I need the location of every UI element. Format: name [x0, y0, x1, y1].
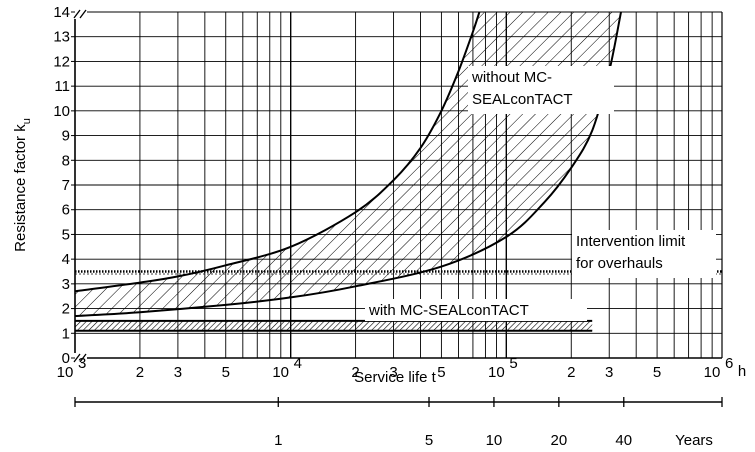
axes: without MC-SEALconTACT with MC-SEALconTAC…	[53, 4, 733, 381]
years-tick-label: 20	[551, 432, 568, 449]
y-tick-label: 1	[62, 325, 70, 342]
x-tick-label: 3	[605, 364, 613, 381]
x-tick-label: 2	[351, 364, 359, 381]
y-tick-label: 12	[53, 53, 70, 70]
x-axis-label: Service life t	[354, 369, 437, 386]
x-tick-exponent: 3	[78, 355, 86, 372]
bands	[75, 12, 622, 332]
intervention-limit-label-bg	[572, 230, 716, 278]
x-tick-label: 5	[222, 364, 230, 381]
band-label-with: with MC-SEALconTACT	[368, 302, 529, 319]
x-tick-label: 2	[567, 364, 575, 381]
x-tick-label: 10	[488, 364, 505, 381]
x-tick-exponent: 5	[509, 355, 517, 372]
y-tick-label: 14	[53, 4, 70, 21]
y-axis-label: Resistance factor ku	[12, 118, 33, 252]
y-tick-label: 6	[62, 202, 70, 219]
band-area	[75, 320, 593, 331]
y-tick-label: 2	[62, 301, 70, 318]
x-tick-exponent: 4	[294, 355, 302, 372]
y-tick-label: 8	[62, 152, 70, 169]
years-tick-label: 40	[615, 432, 632, 449]
y-tick-label: 3	[62, 276, 70, 293]
x-unit-label: h	[738, 363, 746, 380]
x-tick-label: 10	[272, 364, 289, 381]
band-label-without-bg	[468, 66, 614, 114]
years-tick-label: 5	[425, 432, 433, 449]
x-tick-label: 3	[389, 364, 397, 381]
intervention-limit-label: Intervention limit for overhauls	[576, 233, 686, 272]
years-tick-label: 1	[274, 432, 282, 449]
y-tick-label: 11	[54, 78, 70, 95]
band-lower-line	[75, 12, 622, 317]
years-unit-label: Years	[675, 432, 713, 449]
y-tick-label: 9	[62, 128, 70, 145]
x-tick-exponent: 6	[725, 355, 733, 372]
x-tick-label: 3	[174, 364, 182, 381]
band-label-with-bg	[365, 299, 587, 321]
y-tick-label: 13	[53, 29, 70, 46]
x-tick-label: 5	[437, 364, 445, 381]
y-tick-label: 5	[62, 226, 70, 243]
y-tick-label: 4	[62, 251, 70, 268]
years-tick-label: 10	[486, 432, 503, 449]
years-axis: 1 5 10 20 40 Years	[74, 397, 723, 449]
x-tick-label: 2	[136, 364, 144, 381]
band-label-without: without MC-SEALconTACT	[471, 69, 573, 108]
y-tick-label: 10	[53, 103, 70, 120]
y-tick-label: 0	[62, 350, 70, 367]
x-tick-label: 10	[704, 364, 721, 381]
y-tick-label: 7	[62, 177, 70, 194]
band-upper-line	[75, 12, 481, 293]
x-tick-label: 5	[653, 364, 661, 381]
x-tick-label: 10	[57, 364, 74, 381]
